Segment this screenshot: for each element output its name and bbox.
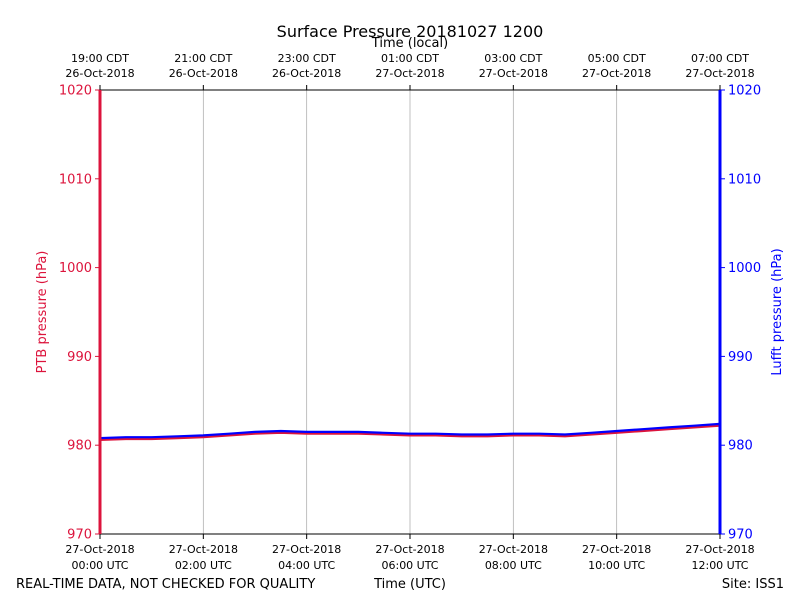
left-y-tick-label: 1020 [59,84,92,99]
bottom-x-tick-label: 27-Oct-2018 [375,543,444,556]
top-x-tick-label: 26-Oct-2018 [65,67,134,80]
top-x-tick-label: 26-Oct-2018 [272,67,341,80]
site-label: Site: ISS1 [722,577,784,592]
left-y-tick-label: 990 [67,350,92,365]
right-y-tick-label: 970 [728,528,753,543]
ptb-pressure-line [99,424,721,441]
bottom-x-tick-label: 06:00 UTC [381,559,438,572]
bottom-x-tick-label: 00:00 UTC [71,559,128,572]
right-y-tick-label: 1020 [728,84,761,99]
left-y-tick-label: 970 [67,528,92,543]
bottom-x-tick-label: 27-Oct-2018 [479,543,548,556]
left-axis-label: PTB pressure (hPa) [35,251,50,374]
grid-layer [202,90,618,534]
right-y-tick-label: 1010 [728,172,761,187]
top-x-tick-label: 01:00 CDT [381,52,439,65]
left-y-tick-label: 1010 [59,172,92,187]
bottom-x-tick-label: 27-Oct-2018 [685,543,754,556]
right-y-tick-label: 990 [728,350,753,365]
top-x-tick-label: 23:00 CDT [278,52,336,65]
top-x-tick-label: 27-Oct-2018 [685,67,754,80]
axes-layer: 970 970 980 980 990 990 1000 1000 1010 1010 1020 10… [59,52,761,572]
bottom-x-tick-label: 12:00 UTC [691,559,748,572]
top-x-tick-label: 27-Oct-2018 [375,67,444,80]
top-x-tick-label: 03:00 CDT [484,52,542,65]
top-x-tick-label: 27-Oct-2018 [582,67,651,80]
bottom-x-tick-label: 27-Oct-2018 [65,543,134,556]
top-x-tick-label: 26-Oct-2018 [169,67,238,80]
bottom-x-tick-label: 27-Oct-2018 [582,543,651,556]
top-x-tick-label: 05:00 CDT [588,52,646,65]
bottom-axis-label: Time (UTC) [373,577,446,592]
bottom-x-tick-label: 27-Oct-2018 [169,543,238,556]
right-y-tick-label: 1000 [728,261,761,276]
quality-disclaimer: REAL-TIME DATA, NOT CHECKED FOR QUALITY [16,577,315,592]
bottom-x-tick-label: 08:00 UTC [485,559,542,572]
bottom-x-tick-label: 10:00 UTC [588,559,645,572]
top-x-tick-label: 19:00 CDT [71,52,129,65]
top-x-tick-label: 21:00 CDT [174,52,232,65]
chart-title: Surface Pressure 20181027 1200 [277,22,544,41]
left-y-tick-label: 1000 [59,261,92,276]
series-layer [99,422,721,441]
lufft-pressure-line [99,422,721,440]
top-x-tick-label: 07:00 CDT [691,52,749,65]
right-axis-label: Lufft pressure (hPa) [770,248,785,375]
bottom-x-tick-label: 04:00 UTC [278,559,335,572]
right-y-tick-label: 980 [728,439,753,454]
top-axis-label: Time (local) [371,36,448,51]
bottom-x-tick-label: 02:00 UTC [175,559,232,572]
bottom-x-tick-label: 27-Oct-2018 [272,543,341,556]
top-x-tick-label: 27-Oct-2018 [479,67,548,80]
left-y-tick-label: 980 [67,439,92,454]
